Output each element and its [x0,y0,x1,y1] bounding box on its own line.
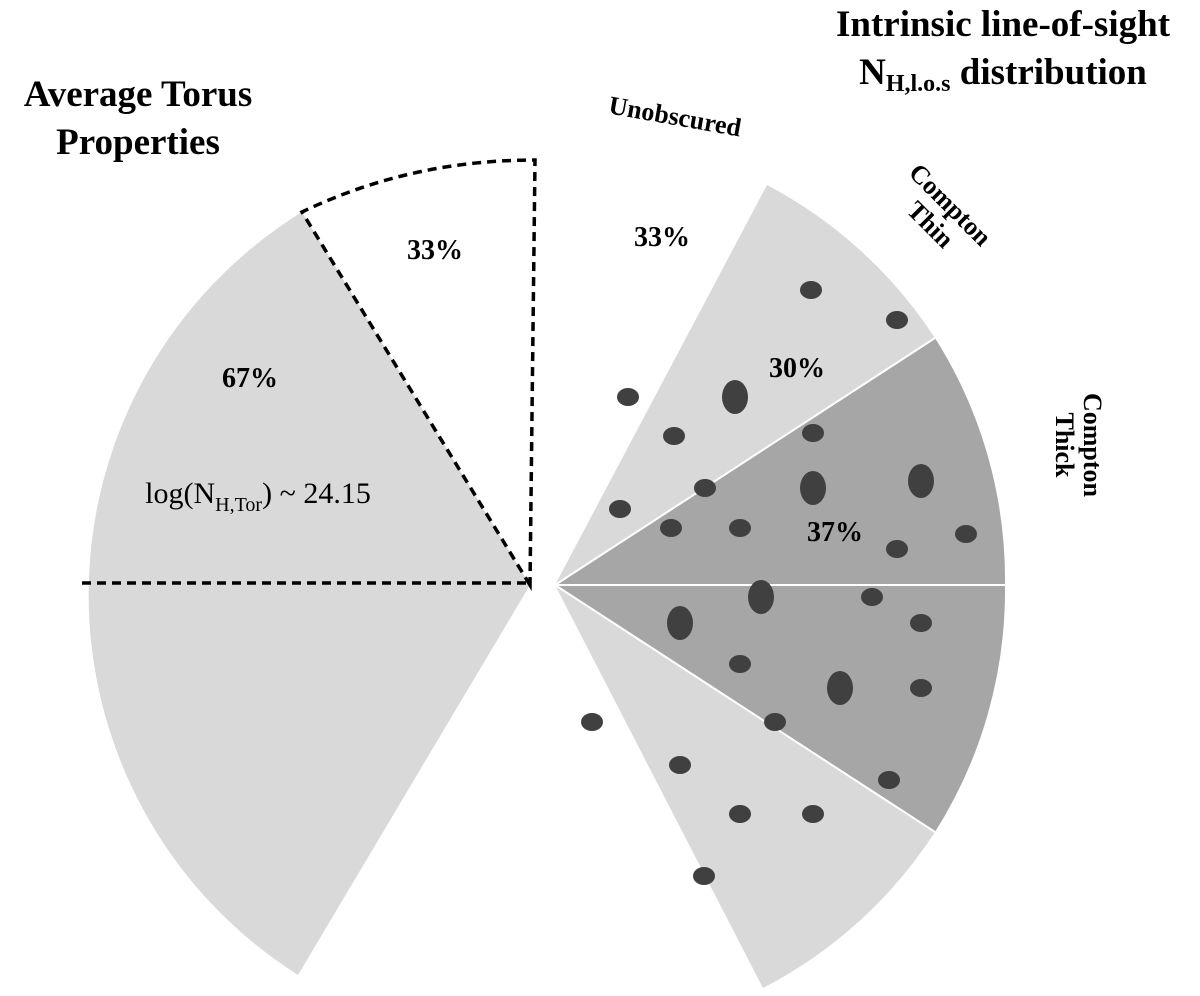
cloud [861,588,883,606]
cloud [663,427,685,445]
torus-open-sector [299,158,537,592]
compton-thick-line1: Compton [1078,393,1107,498]
torus-shaded-wedge [88,212,530,975]
wedge-separator [554,337,936,586]
cloud [802,424,824,442]
compton-thin-label: Compton Thin [901,158,997,254]
compton-thick-label: Compton Thick [1050,393,1107,498]
compton-thin-percent: 30% [769,353,825,384]
compton-thick-percent: 37% [807,517,863,548]
cloud [693,867,715,885]
cloud [878,771,900,789]
unobscured-percent: 33% [634,222,690,253]
cloud [764,713,786,731]
cloud [660,519,682,537]
left-title-line1: Average Torus [24,74,253,115]
right-title-line2: NH,l.o.s distribution [859,52,1147,97]
wedge-separator [554,584,936,833]
cloud [581,713,603,731]
cloud [748,580,774,614]
cloud [669,756,691,774]
cloud [908,464,934,498]
cloud [955,525,977,543]
cloud [609,500,631,518]
cloud [827,671,853,705]
cloud [910,679,932,697]
cloud [667,606,693,640]
compton-thin-upper-wedge [555,185,935,585]
cloud [802,805,824,823]
cloud [886,540,908,558]
clouds [581,281,977,885]
torus-column-density: log(NH,Tor) ~ 24.15 [145,477,371,516]
right-title-line1: Intrinsic line-of-sight [836,4,1171,45]
compton-thick-line2: Thick [1050,412,1079,478]
cloud [800,471,826,505]
obscured-sector-percent: 67% [222,363,278,394]
cloud [729,655,751,673]
open-sector-percent: 33% [407,235,463,266]
left-title-line2: Properties [56,122,220,163]
cloud [729,805,751,823]
cloud [694,479,716,497]
cloud [800,281,822,299]
cloud [722,380,748,414]
unobscured-label: Unobscured [607,91,744,143]
cloud [910,614,932,632]
cloud [886,311,908,329]
compton-thick-lower-wedge [555,585,1006,832]
cloud [617,388,639,406]
compton-thin-lower-wedge [555,585,935,988]
cloud [729,519,751,537]
